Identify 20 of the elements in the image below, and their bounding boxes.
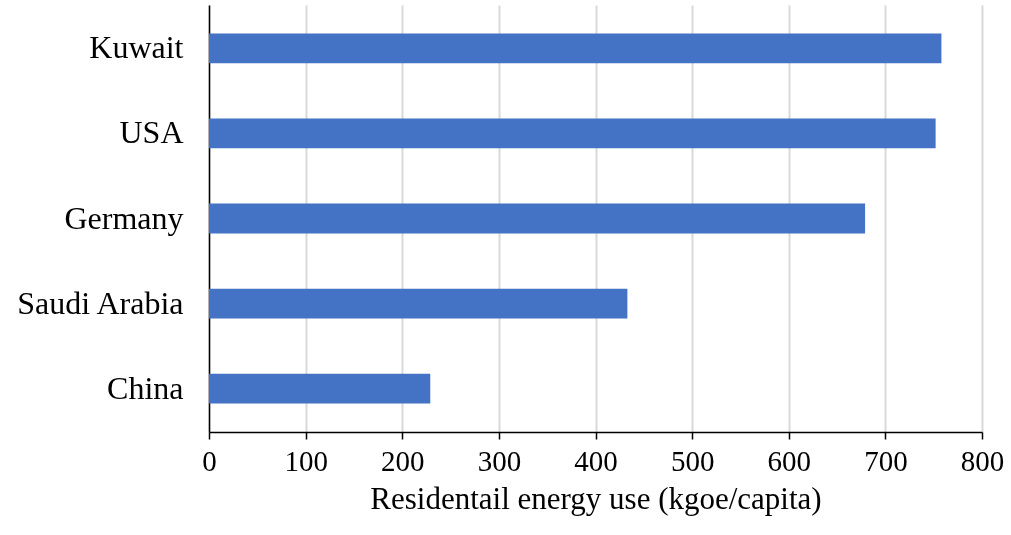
x-tick-label: 700 bbox=[864, 444, 908, 477]
x-tick-label: 200 bbox=[381, 444, 425, 477]
y-tick-label: USA bbox=[119, 114, 184, 151]
x-tick-label: 300 bbox=[477, 444, 522, 477]
bar bbox=[209, 203, 866, 234]
bar bbox=[209, 373, 431, 404]
y-tick-label: Saudi Arabia bbox=[17, 284, 184, 321]
bar bbox=[209, 288, 628, 319]
x-tick-label: 0 bbox=[202, 444, 217, 477]
x-tick-label: 600 bbox=[767, 444, 811, 477]
bar bbox=[209, 118, 936, 149]
x-tick-label: 800 bbox=[960, 444, 1005, 477]
y-tick-label: China bbox=[107, 369, 184, 406]
x-axis-title: Residentail energy use (kgoe/capita) bbox=[370, 480, 822, 516]
x-tick-label: 500 bbox=[670, 444, 715, 477]
y-tick-label: Germany bbox=[64, 199, 184, 236]
y-tick-label: Kuwait bbox=[89, 29, 184, 66]
bar bbox=[209, 33, 942, 64]
x-tick-label: 100 bbox=[284, 444, 328, 477]
x-tick-label: 400 bbox=[574, 444, 618, 477]
